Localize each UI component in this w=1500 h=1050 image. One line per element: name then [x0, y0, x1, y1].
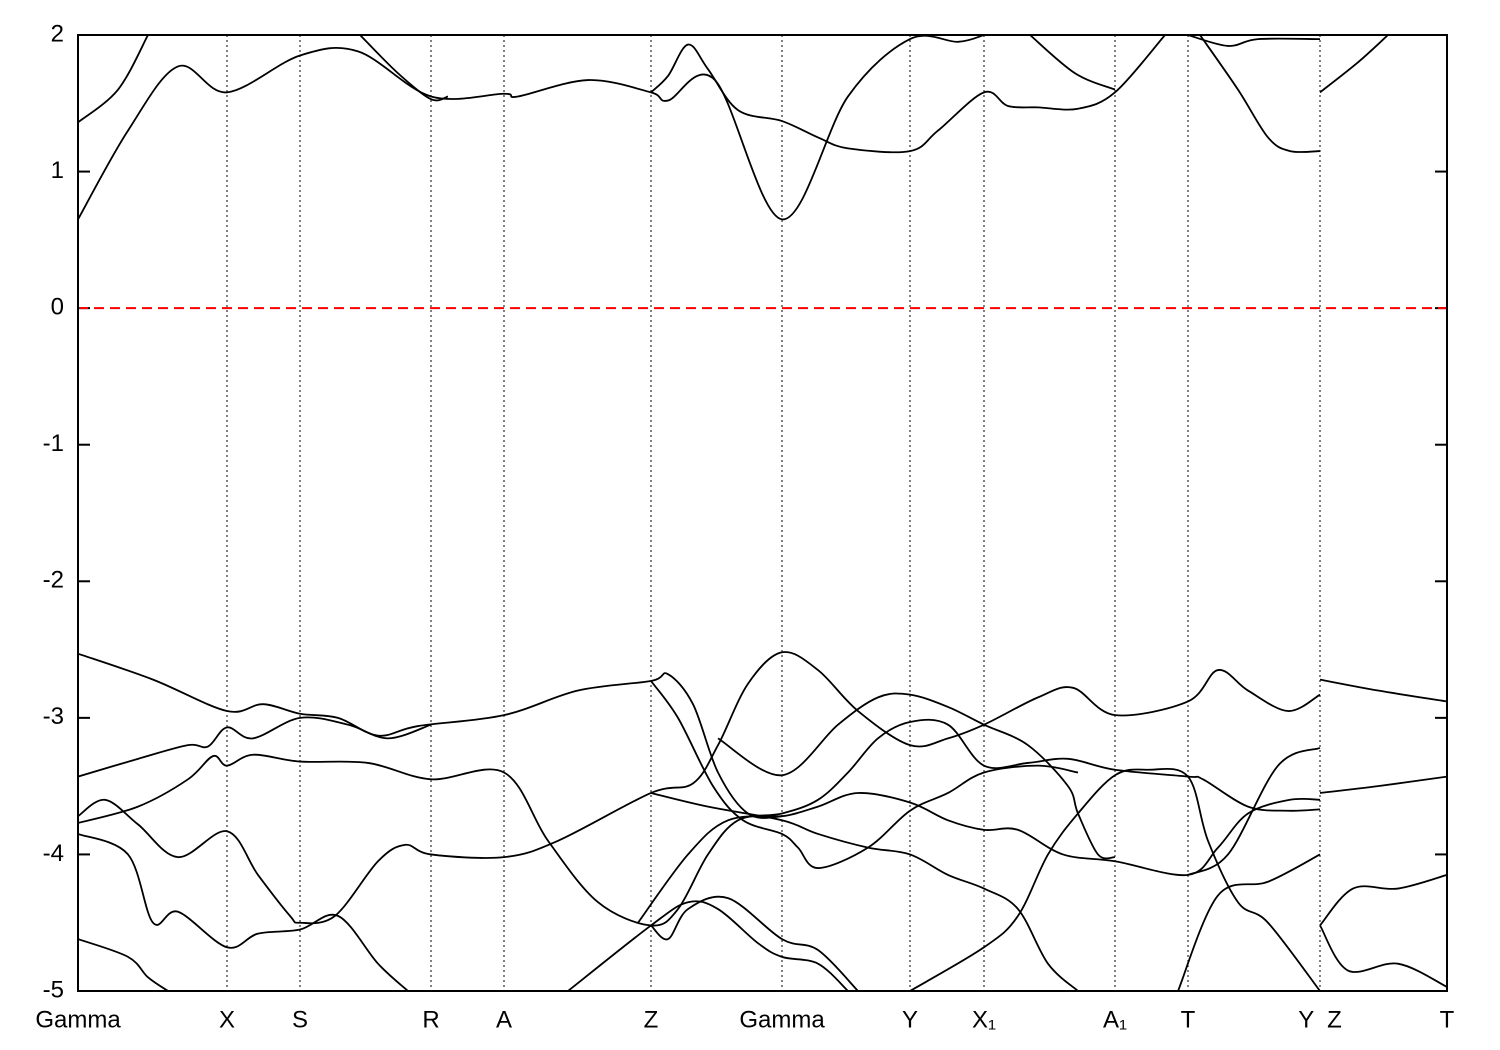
y-tick-label: 0 — [51, 293, 64, 320]
band-line — [567, 900, 849, 991]
band-line — [650, 35, 1166, 154]
band-line — [650, 895, 859, 991]
band-line — [78, 35, 985, 221]
x-tick-label: A — [496, 1006, 512, 1033]
band-line — [1177, 853, 1321, 991]
x-tick-label: S — [292, 1006, 308, 1033]
x-tick-label: Y Z — [1298, 1006, 1342, 1033]
band-line — [78, 938, 169, 991]
band-line — [1029, 35, 1116, 91]
y-tick-label: 1 — [51, 157, 64, 184]
band-line — [359, 35, 449, 102]
band-line — [650, 680, 1079, 869]
band-line — [1319, 678, 1447, 703]
x-tick-label: A₁ — [1103, 1006, 1127, 1033]
band-line — [78, 718, 1321, 927]
band-line — [1187, 35, 1321, 47]
band-line — [78, 651, 1321, 925]
band-line — [909, 767, 1321, 991]
band-line — [637, 815, 783, 924]
x-tick-label: R — [422, 1006, 439, 1033]
x-tick-label: X₁ — [972, 1006, 996, 1033]
band-line — [78, 652, 1321, 877]
y-tick-label: 2 — [51, 20, 64, 47]
x-tick-label: Y — [902, 1006, 918, 1033]
x-tick-label: T — [1181, 1006, 1196, 1033]
y-tick-label: -5 — [43, 976, 64, 1003]
band-line — [1319, 874, 1447, 927]
band-line — [1199, 35, 1321, 153]
x-tick-label: Gamma — [739, 1006, 825, 1033]
bands — [78, 35, 1447, 991]
x-tick-label: Z — [644, 1006, 659, 1033]
band-line — [78, 833, 409, 991]
y-tick-label: -2 — [43, 567, 64, 594]
band-line — [1319, 924, 1447, 988]
band-line — [78, 716, 432, 778]
band-line — [78, 35, 149, 124]
x-tick-label: Gamma — [35, 1006, 121, 1033]
y-tick-label: -4 — [43, 840, 64, 867]
plot-frame — [77, 34, 1448, 992]
band-line — [717, 692, 1116, 860]
band-line — [1319, 35, 1389, 94]
y-tick-label: -3 — [43, 703, 64, 730]
band-line — [650, 792, 1079, 991]
band-line — [1187, 747, 1321, 876]
band-line — [1319, 775, 1447, 794]
x-tick-label: T — [1440, 1006, 1455, 1033]
y-tick-label: -1 — [43, 430, 64, 457]
x-tick-label: X — [219, 1006, 235, 1033]
